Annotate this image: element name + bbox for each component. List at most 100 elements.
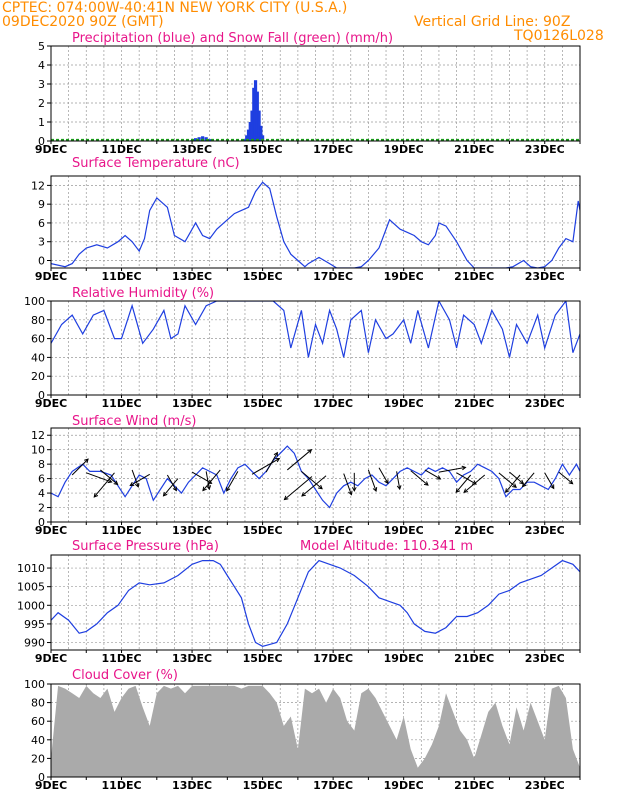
wind-arrow — [378, 467, 389, 485]
x-tick-label: 23DEC — [525, 143, 565, 156]
x-tick-label: 15DEC — [243, 397, 283, 410]
series-line — [51, 181, 580, 268]
precip-bar — [248, 122, 252, 141]
x-tick-label: 15DEC — [243, 270, 283, 283]
x-tick-label: 15DEC — [243, 143, 283, 156]
precip-bar — [253, 80, 258, 141]
panel-title: Precipitation (blue) and Snow Fall (gree… — [72, 31, 393, 46]
wind-arrow — [343, 473, 353, 496]
x-tick-label: 9DEC — [35, 652, 67, 665]
wind-arrow — [498, 472, 517, 488]
x-tick-label: 9DEC — [35, 524, 67, 537]
series-line — [51, 301, 580, 358]
wind-arrow — [226, 471, 239, 492]
y-tick-label: 1010 — [17, 562, 45, 575]
x-tick-label: 19DEC — [384, 652, 424, 665]
y-tick-label: 2 — [38, 97, 45, 110]
x-tick-label: 11DEC — [102, 779, 142, 792]
y-tick-label: 20 — [31, 752, 45, 765]
x-tick-label: 23DEC — [525, 779, 565, 792]
x-tick-label: 11DEC — [102, 524, 142, 537]
x-tick-label: 15DEC — [243, 652, 283, 665]
x-tick-label: 13DEC — [172, 779, 212, 792]
wind-arrow — [100, 469, 119, 486]
header-grid-note: Vertical Grid Line: 90Z — [414, 14, 571, 30]
plot-frame — [50, 683, 581, 778]
wind-arrow — [504, 474, 521, 494]
y-tick-label: 10 — [31, 444, 45, 457]
x-tick-label: 17DEC — [313, 143, 353, 156]
wind-arrow — [424, 469, 442, 480]
wind-arrow — [455, 474, 472, 494]
panel-title: Surface Temperature (nC) — [72, 156, 240, 171]
y-tick-label: 60 — [31, 333, 45, 346]
y-tick-label: 1 — [38, 116, 45, 129]
header-date: 09DEC2020 90Z (GMT) — [2, 14, 164, 30]
x-tick-label: 21DEC — [454, 270, 494, 283]
x-tick-label: 9DEC — [35, 779, 67, 792]
panel-title: Surface Pressure (hPa) — [72, 539, 219, 554]
y-tick-label: 1000 — [17, 599, 45, 612]
panel-4: 02 46 810 12 9DEC 11DEC 13DEC 15DEC 17DEC 19DEC 21… — [31, 414, 581, 537]
wind-arrow — [265, 451, 278, 473]
plot-frame — [50, 427, 581, 523]
y-tick-label: 0 — [38, 135, 45, 148]
precip-bar — [255, 91, 259, 141]
x-tick-label: 19DEC — [384, 779, 424, 792]
series-line — [51, 445, 580, 509]
wind-arrow — [166, 474, 177, 492]
wind-arrow — [129, 473, 150, 487]
precip-bar — [243, 139, 247, 141]
y-tick-label: 0 — [38, 254, 45, 267]
wind-arrow — [410, 470, 429, 486]
y-tick-label: 2 — [38, 502, 45, 515]
wind-arrow — [205, 471, 212, 491]
precip-bar — [261, 135, 265, 141]
panel-annotation: Model Altitude: 110.341 m — [300, 539, 473, 554]
precip-bar — [245, 135, 249, 141]
x-tick-label: 21DEC — [454, 143, 494, 156]
x-tick-label: 9DEC — [35, 270, 67, 283]
wind-arrow — [438, 465, 467, 473]
series-line — [51, 559, 580, 647]
x-tick-label: 13DEC — [172, 397, 212, 410]
plot-frame — [50, 45, 581, 142]
wind-arrow — [93, 472, 115, 498]
y-tick-label: 4 — [38, 487, 45, 500]
x-tick-label: 21DEC — [454, 652, 494, 665]
wind-arrow — [351, 472, 357, 492]
x-tick-label: 9DEC — [35, 143, 67, 156]
panel-5: 990 995 1000 1005 1010 9DEC 11DEC 13DEC 15DEC 17D… — [17, 539, 581, 665]
x-tick-label: 23DEC — [525, 524, 565, 537]
panel-title: Surface Wind (m/s) — [72, 414, 196, 429]
wind-arrow — [71, 458, 89, 476]
precip-bar — [193, 138, 198, 141]
x-tick-label: 19DEC — [384, 397, 424, 410]
x-tick-label: 13DEC — [172, 652, 212, 665]
y-tick-label: 6 — [38, 473, 45, 486]
precip-bar — [246, 129, 251, 141]
y-tick-label: 100 — [24, 678, 45, 691]
x-tick-label: 11DEC — [102, 143, 142, 156]
x-tick-label: 13DEC — [172, 270, 212, 283]
x-tick-label: 23DEC — [525, 652, 565, 665]
wind-arrow — [544, 472, 555, 490]
plot-frame — [50, 175, 581, 269]
y-tick-label: 0 — [38, 771, 45, 784]
precip-bar — [257, 110, 261, 141]
panel-6: 0 20 40 60 80 100 9DEC 11DEC 13DEC 15DEC 17DEC 19DE… — [24, 668, 581, 792]
y-tick-label: 3 — [38, 236, 45, 249]
x-tick-label: 13DEC — [172, 143, 212, 156]
wind-arrow — [396, 471, 402, 491]
panel-1: 0 1 2 3 4 5 9DEC 11DEC 13DEC 15DEC 17DEC 19DEC 21DEC… — [35, 31, 581, 156]
y-tick-label: 3 — [38, 78, 45, 91]
y-tick-label: 5 — [38, 40, 45, 53]
x-tick-label: 17DEC — [313, 270, 353, 283]
y-tick-label: 9 — [38, 198, 45, 211]
y-tick-label: 100 — [24, 295, 45, 308]
x-tick-label: 17DEC — [313, 779, 353, 792]
y-tick-label: 0 — [38, 389, 45, 402]
y-tick-label: 990 — [24, 637, 45, 650]
x-tick-label: 13DEC — [172, 524, 212, 537]
